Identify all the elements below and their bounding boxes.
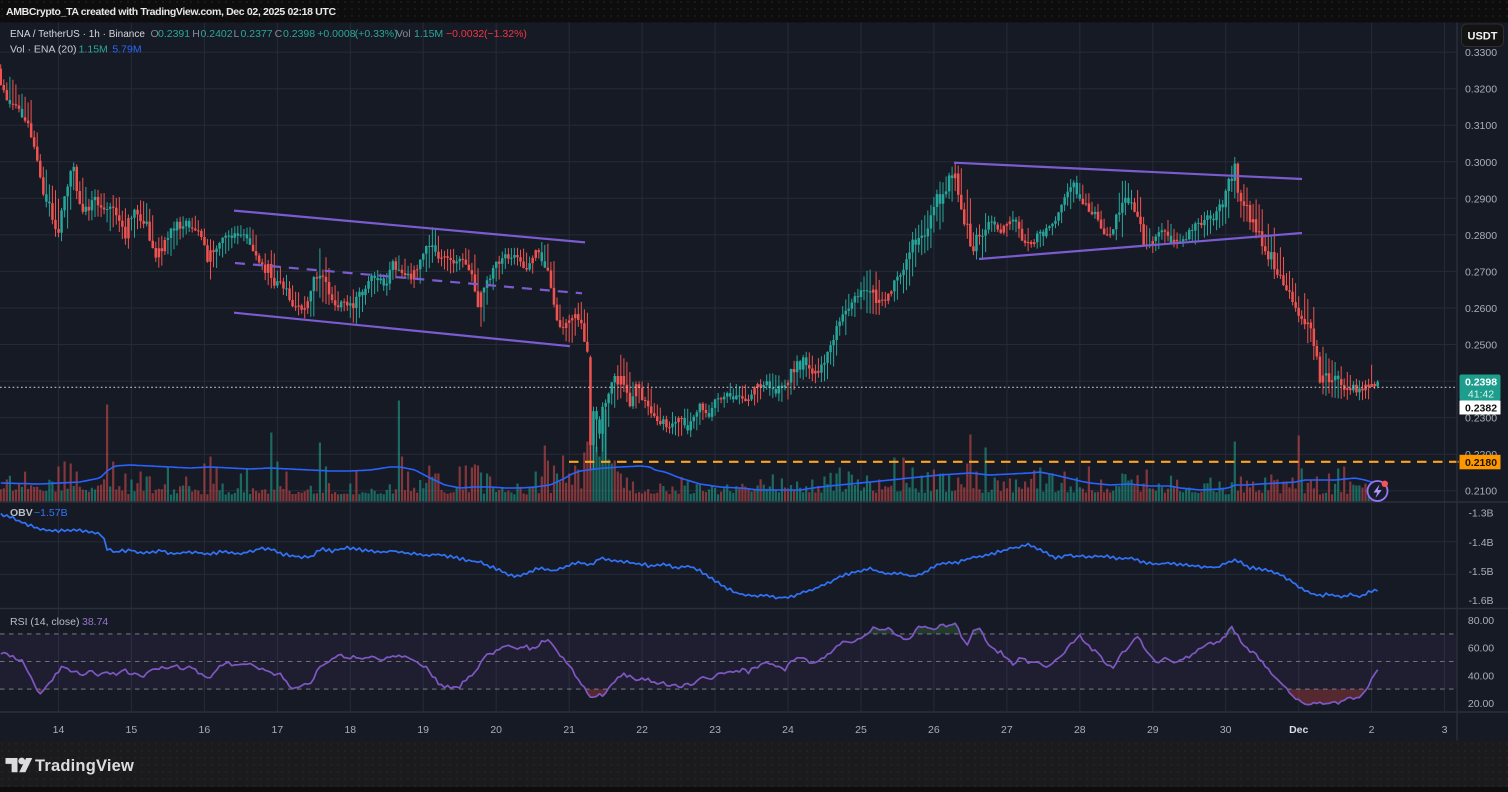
svg-text:1.15M: 1.15M	[414, 28, 443, 40]
svg-text:0.2180: 0.2180	[1465, 457, 1497, 469]
svg-text:0.2100: 0.2100	[1465, 486, 1497, 498]
svg-text:28: 28	[1074, 724, 1086, 736]
svg-text:40.00: 40.00	[1468, 670, 1494, 682]
svg-text:0.2391: 0.2391	[158, 28, 190, 40]
svg-text:23: 23	[709, 724, 721, 736]
svg-text:21: 21	[563, 724, 575, 736]
svg-text:TradingView: TradingView	[35, 757, 134, 775]
svg-text:3: 3	[1442, 724, 1448, 736]
svg-text:Vol · ENA (20): Vol · ENA (20)	[10, 44, 77, 56]
svg-text:5.79M: 5.79M	[112, 44, 141, 56]
svg-text:80.00: 80.00	[1468, 615, 1494, 627]
svg-text:0.2300: 0.2300	[1465, 413, 1497, 425]
svg-text:0.3100: 0.3100	[1465, 120, 1497, 132]
svg-text:0.2402: 0.2402	[201, 28, 233, 40]
svg-text:(−1.32%): (−1.32%)	[484, 28, 527, 40]
svg-text:0.2900: 0.2900	[1465, 193, 1497, 205]
svg-text:0.3300: 0.3300	[1465, 47, 1497, 59]
svg-text:20: 20	[490, 724, 502, 736]
svg-text:OBV: OBV	[10, 507, 33, 519]
svg-text:19: 19	[417, 724, 429, 736]
svg-text:25: 25	[855, 724, 867, 736]
svg-text:ENA / TetherUS · 1h · Binance: ENA / TetherUS · 1h · Binance	[10, 29, 145, 40]
svg-text:−1.57B: −1.57B	[34, 507, 68, 519]
svg-text:38.74: 38.74	[82, 616, 108, 628]
svg-text:24: 24	[782, 724, 794, 736]
svg-text:-1.3B: -1.3B	[1468, 508, 1493, 520]
svg-text:0.2700: 0.2700	[1465, 266, 1497, 278]
svg-text:27: 27	[1001, 724, 1013, 736]
svg-text:0.2398: 0.2398	[283, 28, 315, 40]
svg-text:15: 15	[126, 724, 138, 736]
svg-text:L: L	[234, 28, 240, 40]
svg-text:0.2500: 0.2500	[1465, 340, 1497, 352]
svg-text:RSI (14, close): RSI (14, close)	[10, 616, 79, 628]
svg-text:Vol: Vol	[396, 28, 411, 40]
svg-text:1.15M: 1.15M	[79, 44, 108, 56]
svg-text:-1.6B: -1.6B	[1468, 595, 1493, 607]
svg-text:-1.5B: -1.5B	[1468, 566, 1493, 578]
svg-text:18: 18	[344, 724, 356, 736]
svg-text:14: 14	[53, 724, 65, 736]
svg-text:O: O	[151, 28, 159, 40]
svg-text:H: H	[192, 28, 200, 40]
svg-text:-1.4B: -1.4B	[1468, 537, 1493, 549]
svg-text:0.2377: 0.2377	[241, 28, 273, 40]
svg-text:0.2398: 0.2398	[1465, 377, 1497, 389]
svg-text:0.3000: 0.3000	[1465, 157, 1497, 169]
svg-text:60.00: 60.00	[1468, 643, 1494, 655]
svg-text:29: 29	[1147, 724, 1159, 736]
svg-text:20.00: 20.00	[1468, 698, 1494, 710]
svg-text:USDT: USDT	[1468, 31, 1498, 43]
svg-text:26: 26	[928, 724, 940, 736]
svg-text:−0.0032: −0.0032	[446, 28, 484, 40]
svg-text:0.2600: 0.2600	[1465, 303, 1497, 315]
svg-text:(+0.33%): (+0.33%)	[355, 28, 398, 40]
svg-text:C: C	[275, 28, 283, 40]
svg-text:41:42: 41:42	[1468, 389, 1494, 401]
svg-text:+0.0008: +0.0008	[317, 28, 355, 40]
svg-text:0.2800: 0.2800	[1465, 230, 1497, 242]
svg-text:16: 16	[199, 724, 211, 736]
svg-text:30: 30	[1220, 724, 1232, 736]
svg-text:0.3200: 0.3200	[1465, 84, 1497, 96]
svg-text:0.2382: 0.2382	[1465, 403, 1497, 415]
svg-text:22: 22	[636, 724, 648, 736]
svg-text:17: 17	[272, 724, 284, 736]
svg-text:2: 2	[1369, 724, 1375, 736]
svg-text:Dec: Dec	[1289, 724, 1308, 736]
svg-text:AMBCrypto_TA created with Trad: AMBCrypto_TA created with TradingView.co…	[6, 6, 336, 18]
